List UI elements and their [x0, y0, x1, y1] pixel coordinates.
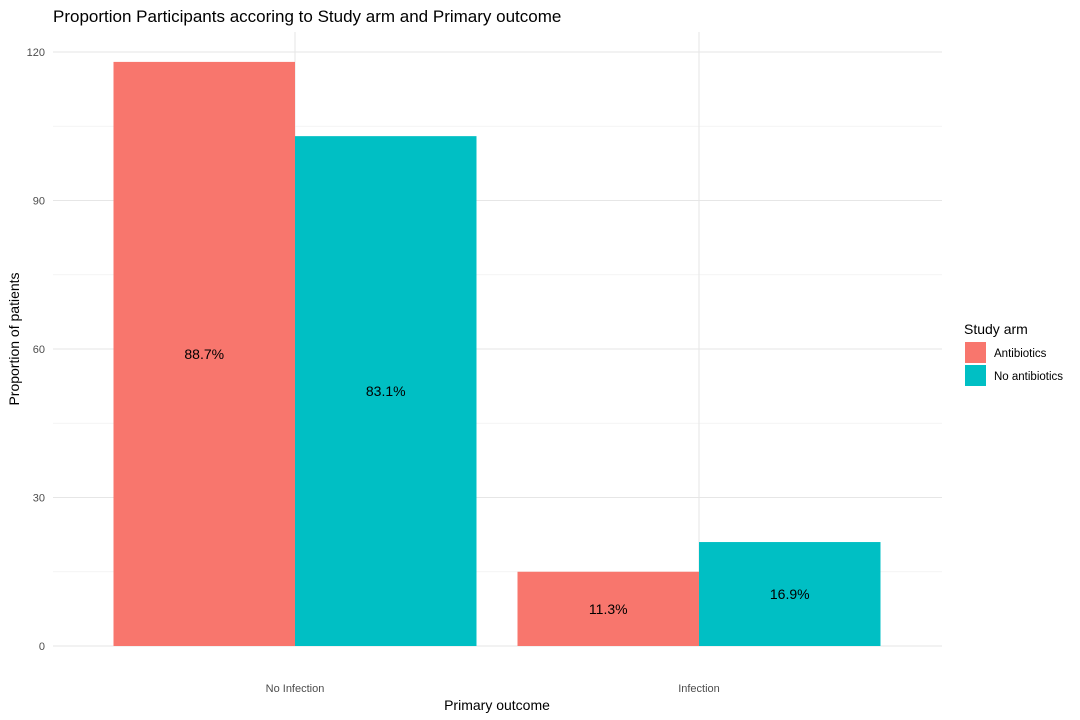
- x-axis: No Infection Infection: [266, 683, 720, 695]
- bar-data-label: 11.3%: [589, 601, 628, 617]
- bar-labels: 88.7% 11.3% 83.1% 16.9%: [184, 346, 809, 617]
- legend-title: Study arm: [964, 321, 1028, 337]
- legend-key: [965, 365, 986, 386]
- legend-label: Antibiotics: [994, 348, 1047, 360]
- y-tick-label: 0: [39, 641, 45, 653]
- y-tick-label: 60: [33, 344, 45, 356]
- x-tick-label: No Infection: [266, 683, 325, 695]
- bar-data-label: 88.7%: [184, 346, 224, 362]
- bars: [113, 61, 881, 646]
- y-tick-label: 120: [27, 47, 45, 59]
- bar-data-label: 83.1%: [366, 383, 406, 399]
- bar: [113, 61, 295, 646]
- y-tick-label: 90: [33, 196, 45, 208]
- bar-data-label: 16.9%: [770, 586, 810, 602]
- y-tick-label: 30: [33, 493, 45, 505]
- x-axis-title: Primary outcome: [444, 697, 550, 713]
- legend-key: [965, 342, 986, 363]
- bar: [295, 136, 477, 646]
- legend-label: No antibiotics: [994, 371, 1063, 383]
- bar: [517, 571, 699, 646]
- legend: Study arm Antibiotics No antibiotics: [964, 321, 1063, 386]
- y-axis-title: Proportion of patients: [6, 272, 22, 405]
- chart-title: Proportion Participants accoring to Stud…: [53, 7, 561, 26]
- y-axis: 0 30 60 90 120: [27, 47, 45, 653]
- bar: [699, 542, 881, 646]
- x-tick-label: Infection: [678, 683, 720, 695]
